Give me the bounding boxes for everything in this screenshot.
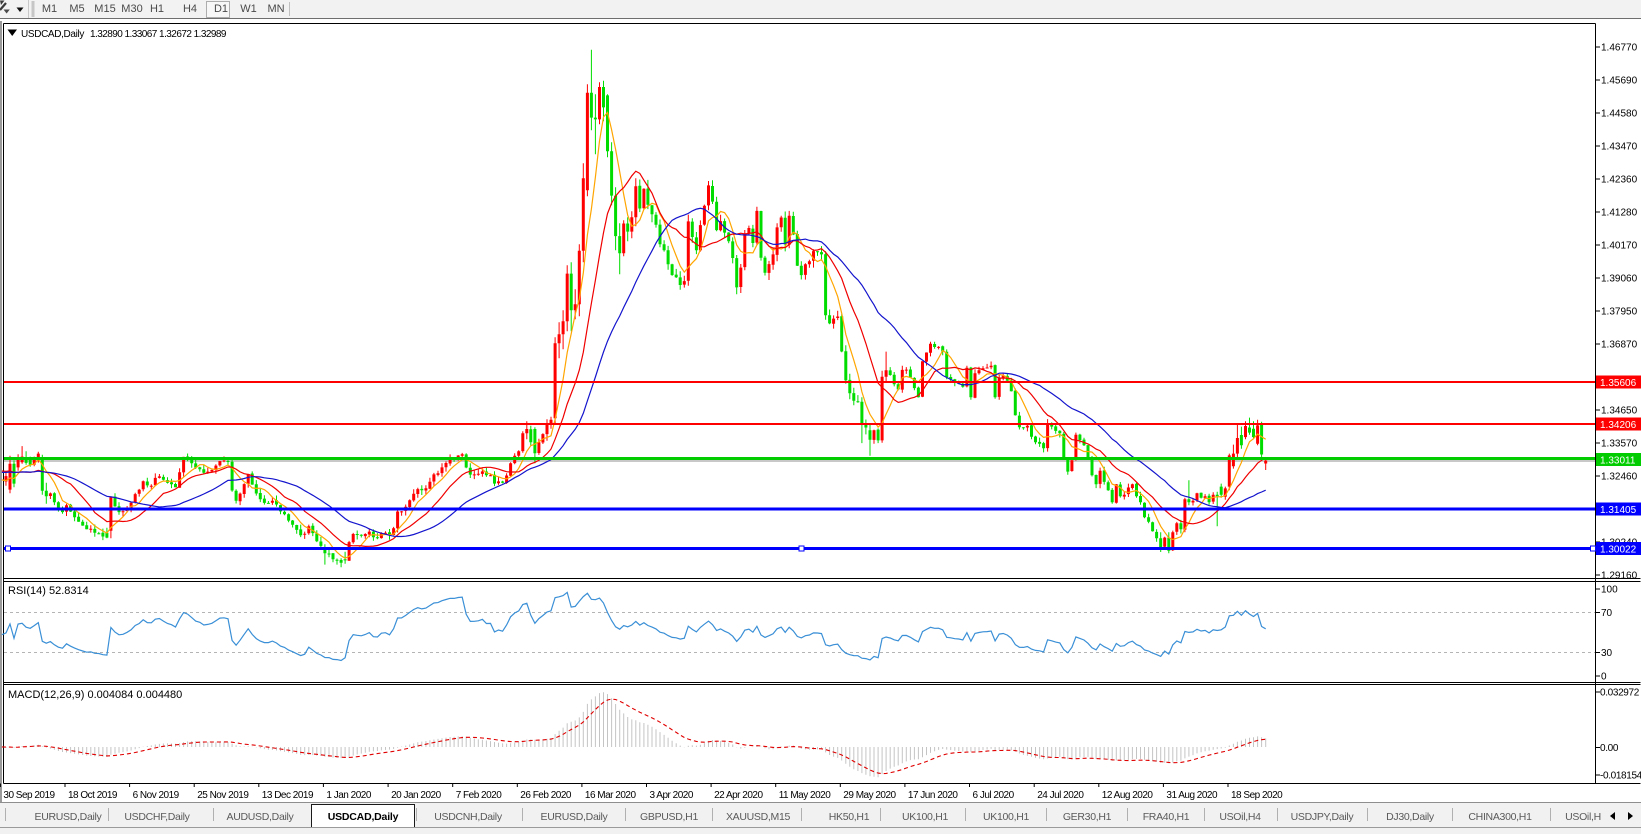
svg-text:1.31405: 1.31405 [1600, 505, 1637, 516]
svg-text:20 Jan 2020: 20 Jan 2020 [391, 790, 441, 801]
svg-text:29 May 2020: 29 May 2020 [843, 790, 896, 801]
svg-text:30 Sep 2019: 30 Sep 2019 [3, 790, 55, 801]
svg-text:25 Nov 2019: 25 Nov 2019 [197, 790, 249, 801]
svg-text:1.33570: 1.33570 [1601, 439, 1638, 450]
svg-text:100: 100 [1601, 585, 1618, 596]
svg-text:1.42360: 1.42360 [1601, 175, 1638, 186]
svg-text:1.43470: 1.43470 [1601, 142, 1638, 153]
svg-text:1.37950: 1.37950 [1601, 307, 1638, 318]
svg-text:1.45690: 1.45690 [1601, 76, 1638, 87]
svg-text:0: 0 [1601, 672, 1607, 683]
svg-text:70: 70 [1601, 608, 1613, 619]
svg-text:12 Aug 2020: 12 Aug 2020 [1102, 790, 1154, 801]
svg-text:RSI(14) 52.8314: RSI(14) 52.8314 [8, 585, 89, 597]
svg-text:11 May 2020: 11 May 2020 [779, 790, 832, 801]
svg-text:-0.018154: -0.018154 [1600, 771, 1641, 782]
svg-text:13 Dec 2019: 13 Dec 2019 [262, 790, 314, 801]
svg-text:16 Mar 2020: 16 Mar 2020 [585, 790, 637, 801]
svg-text:6 Jul 2020: 6 Jul 2020 [973, 790, 1015, 801]
svg-text:1.35606: 1.35606 [1600, 378, 1637, 389]
svg-text:MACD(12,26,9) 0.004084 0.00448: MACD(12,26,9) 0.004084 0.004480 [8, 689, 182, 701]
svg-text:17 Jun 2020: 17 Jun 2020 [908, 790, 958, 801]
svg-text:0.00: 0.00 [1600, 743, 1619, 754]
svg-text:1.34650: 1.34650 [1601, 406, 1638, 417]
svg-text:1.36870: 1.36870 [1601, 340, 1638, 351]
svg-text:1.29160: 1.29160 [1601, 571, 1638, 582]
svg-text:1.32890 1.33067 1.32672 1.3298: 1.32890 1.33067 1.32672 1.32989 [90, 29, 227, 40]
svg-text:24 Jul 2020: 24 Jul 2020 [1037, 790, 1084, 801]
svg-text:18 Oct 2019: 18 Oct 2019 [68, 790, 118, 801]
svg-text:1.40170: 1.40170 [1601, 241, 1638, 252]
svg-text:1.32460: 1.32460 [1601, 472, 1638, 483]
svg-text:18 Sep 2020: 18 Sep 2020 [1231, 790, 1283, 801]
svg-text:1.46770: 1.46770 [1601, 43, 1638, 54]
svg-text:7 Feb 2020: 7 Feb 2020 [456, 790, 503, 801]
svg-text:26 Feb 2020: 26 Feb 2020 [520, 790, 572, 801]
svg-text:31 Aug 2020: 31 Aug 2020 [1166, 790, 1218, 801]
svg-text:6 Nov 2019: 6 Nov 2019 [133, 790, 180, 801]
svg-text:3 Apr 2020: 3 Apr 2020 [650, 790, 694, 801]
svg-text:30: 30 [1601, 648, 1613, 659]
svg-text:1.30022: 1.30022 [1600, 544, 1637, 555]
svg-text:1 Jan 2020: 1 Jan 2020 [326, 790, 371, 801]
svg-text:1.33011: 1.33011 [1600, 455, 1636, 466]
svg-text:0.032972: 0.032972 [1600, 688, 1640, 699]
svg-text:22 Apr 2020: 22 Apr 2020 [714, 790, 763, 801]
svg-text:1.39060: 1.39060 [1601, 274, 1638, 285]
svg-text:1.44580: 1.44580 [1601, 109, 1638, 120]
svg-text:1.41280: 1.41280 [1601, 208, 1638, 219]
svg-text:1.34206: 1.34206 [1600, 420, 1637, 431]
svg-text:USDCAD,Daily: USDCAD,Daily [21, 29, 84, 40]
